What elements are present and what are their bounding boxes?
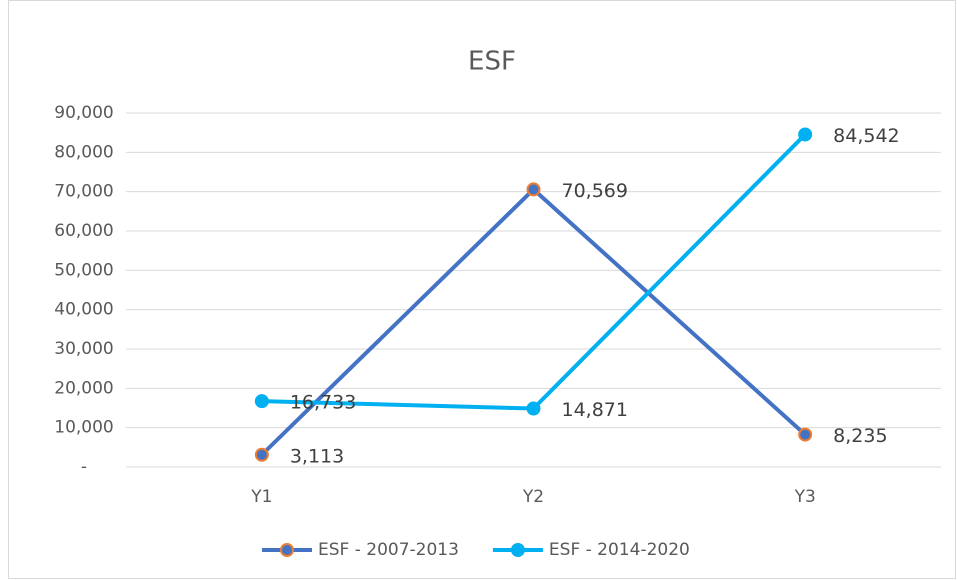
point bbox=[526, 401, 541, 416]
legend-marker bbox=[280, 543, 294, 557]
y-tick-label: 30,000 bbox=[54, 339, 113, 359]
data-label: 14,871 bbox=[562, 399, 628, 421]
point bbox=[798, 127, 813, 142]
y-tick-label: - bbox=[81, 457, 87, 477]
point bbox=[526, 182, 541, 197]
data-label: 16,733 bbox=[290, 392, 356, 414]
y-tick-label: 10,000 bbox=[54, 418, 113, 438]
y-tick-label: 50,000 bbox=[54, 260, 113, 280]
data-label: 70,569 bbox=[562, 180, 628, 202]
x-tick-label: Y3 bbox=[794, 487, 816, 507]
x-tick-label: Y2 bbox=[522, 487, 544, 507]
chart-title: ESF bbox=[468, 47, 516, 77]
data-label: 84,542 bbox=[833, 125, 899, 147]
y-tick-label: 40,000 bbox=[54, 300, 113, 320]
legend-label: ESF - 2007-2013 bbox=[318, 540, 459, 560]
y-tick-label: 60,000 bbox=[54, 221, 113, 241]
y-tick-label: 80,000 bbox=[54, 142, 113, 162]
data-label: 8,235 bbox=[833, 425, 887, 447]
point bbox=[254, 394, 269, 409]
data-label: 3,113 bbox=[290, 445, 344, 467]
point bbox=[798, 427, 813, 442]
point bbox=[254, 447, 269, 462]
legend-label: ESF - 2014-2020 bbox=[549, 540, 690, 560]
y-tick-label: 70,000 bbox=[54, 182, 113, 202]
y-tick-label: 20,000 bbox=[54, 378, 113, 398]
legend-marker bbox=[510, 543, 525, 557]
x-tick-label: Y1 bbox=[250, 487, 272, 507]
chart-border bbox=[8, 0, 956, 579]
y-tick-label: 90,000 bbox=[54, 103, 113, 123]
